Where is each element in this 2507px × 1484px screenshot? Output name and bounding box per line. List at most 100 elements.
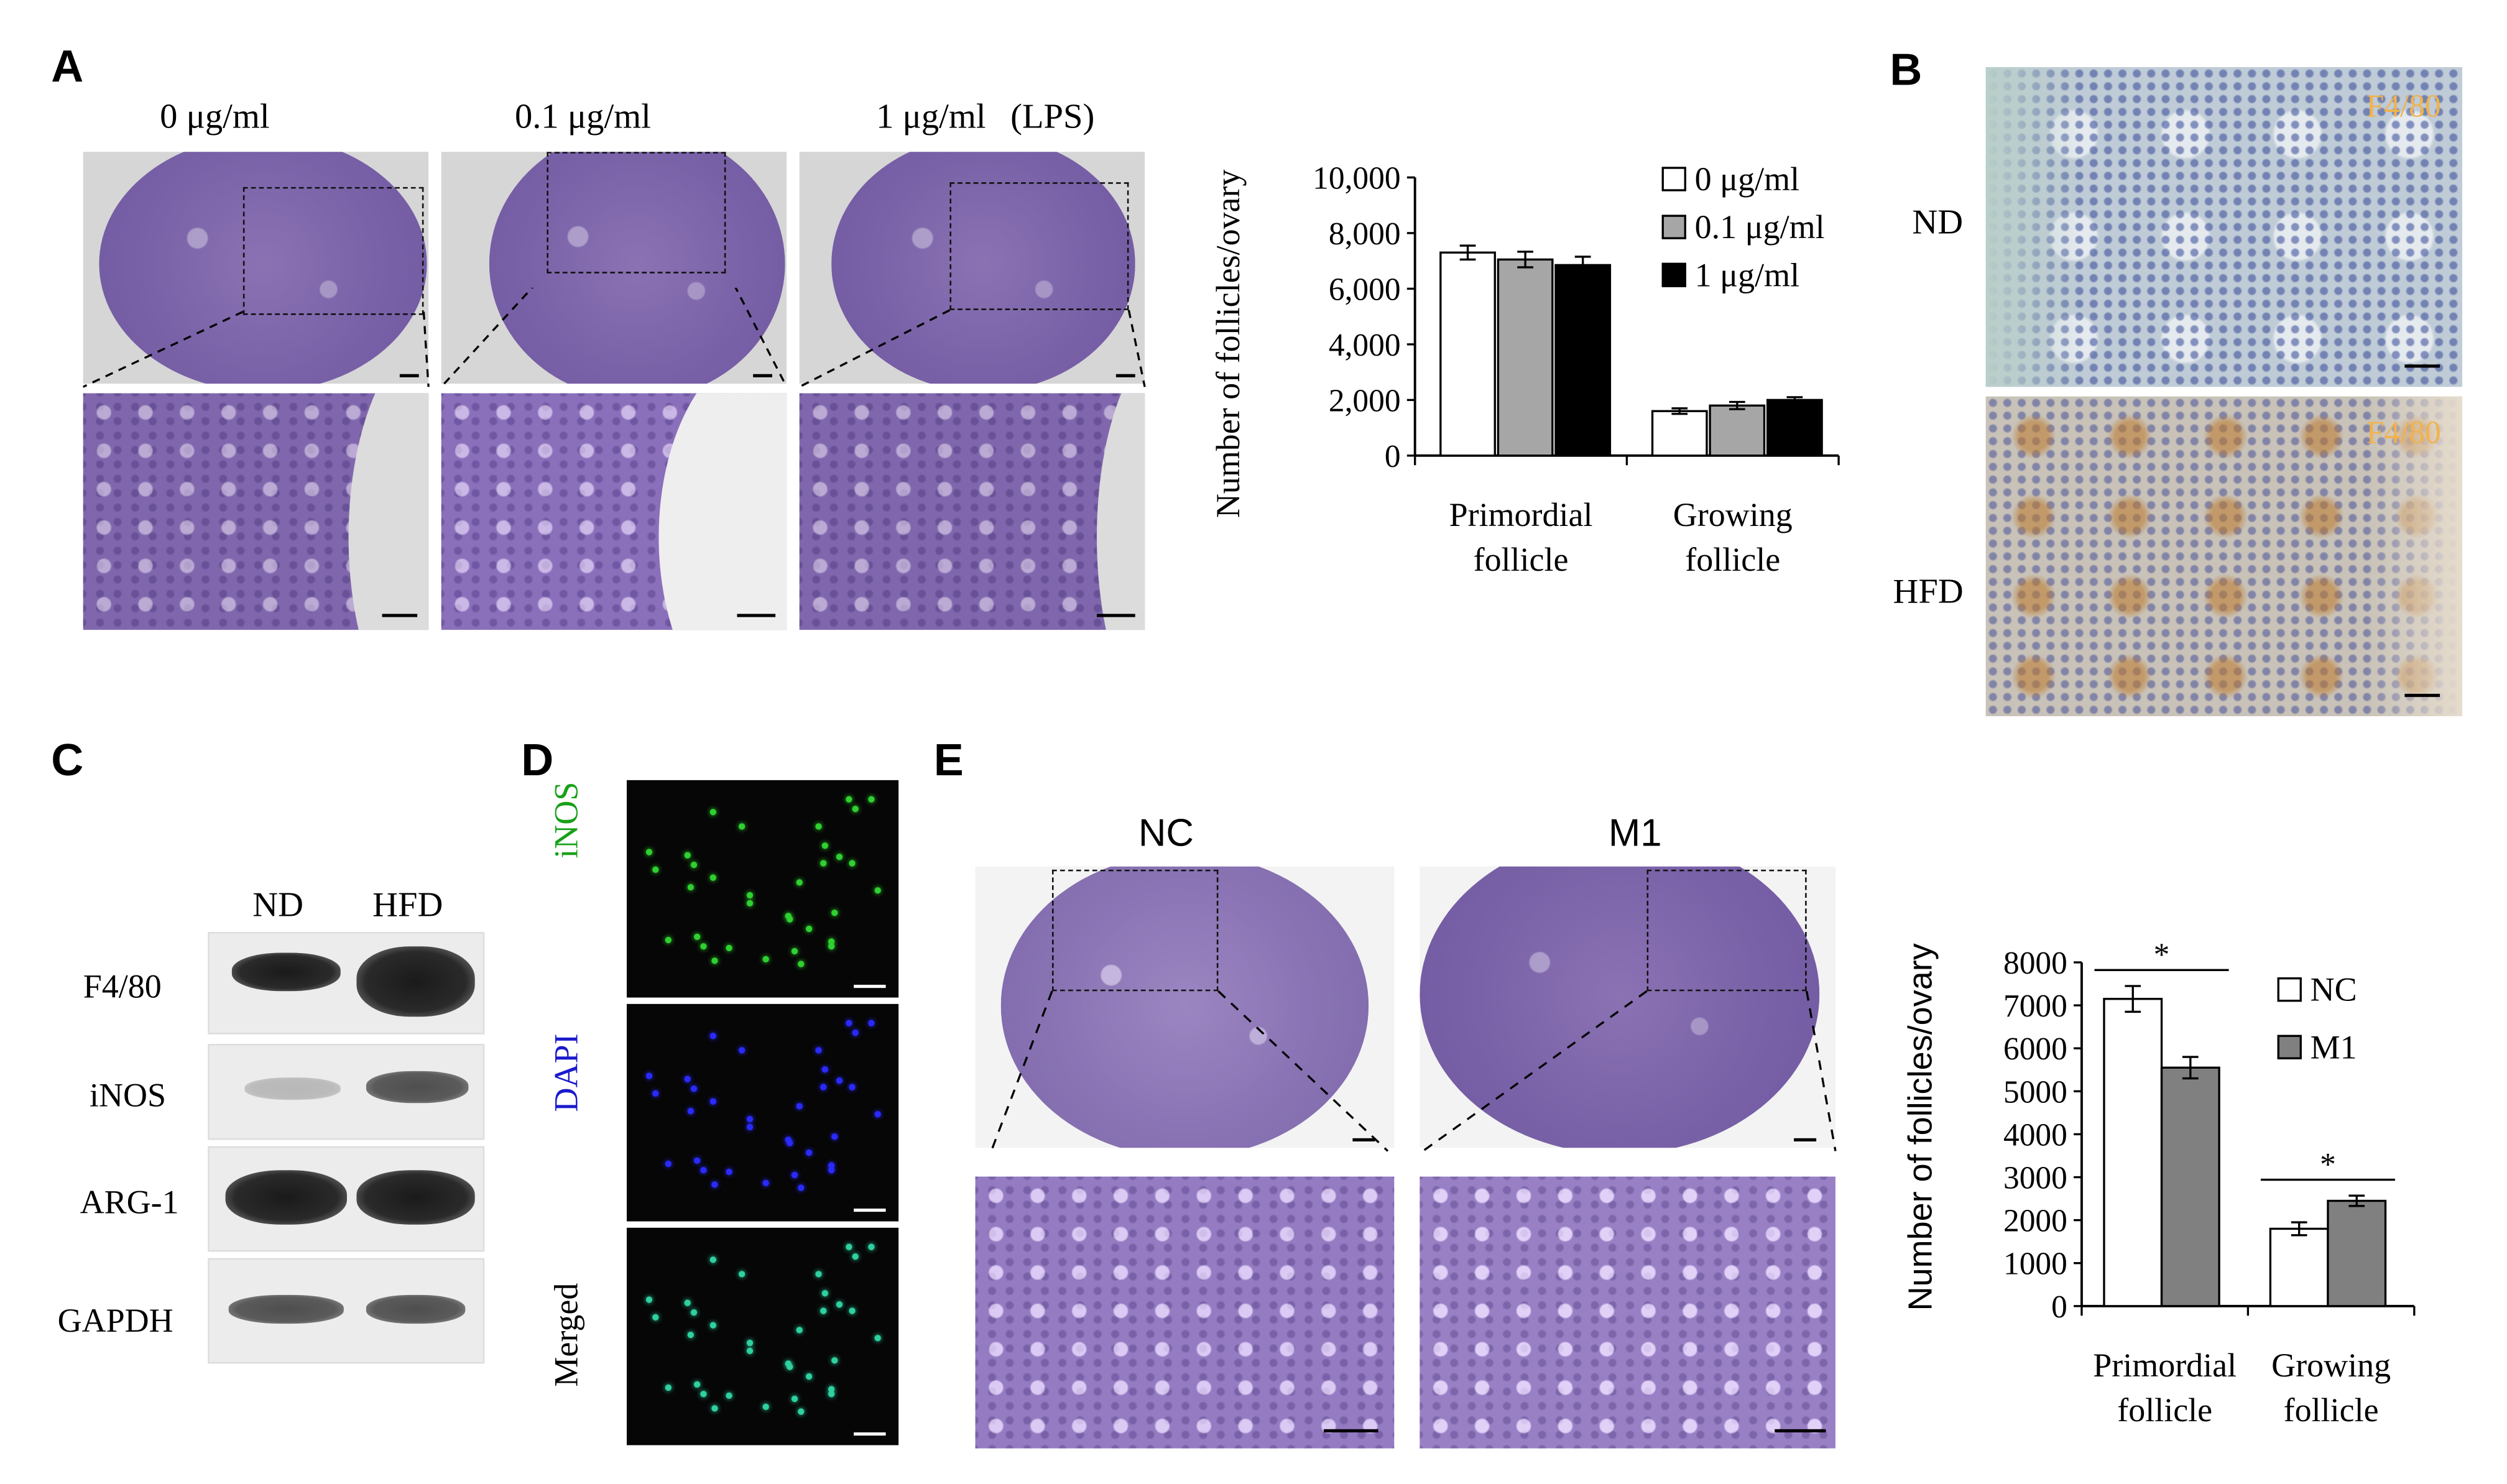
legend-entry: NC xyxy=(2311,971,2357,1008)
nucleus-dot xyxy=(845,1244,852,1251)
bar xyxy=(2103,998,2163,1307)
chart-e: Number of follicles/ovary 0 1000 2000 3000 4… xyxy=(1901,938,2416,1429)
row-label-nd: ND xyxy=(1912,201,1964,242)
fluor-label-merged: Merged xyxy=(547,1283,586,1387)
nucleus-dot xyxy=(798,1408,805,1414)
y-tick-label: 8,000 xyxy=(1329,216,1401,252)
condition-label-2: 1 μg/ml xyxy=(876,96,986,136)
blot-gapdh xyxy=(208,1258,485,1364)
nucleus-dot xyxy=(798,1184,805,1191)
legend-swatch xyxy=(1661,167,1686,191)
nucleus-dot xyxy=(665,1161,672,1168)
fluor-image-dapi xyxy=(626,1003,899,1222)
x-category-label: Primordial xyxy=(1449,496,1593,533)
panel-label-d: D xyxy=(521,735,554,785)
nucleus-dot xyxy=(646,1073,653,1080)
nucleus-dot xyxy=(691,1085,698,1092)
fluor-image-merged xyxy=(626,1227,899,1445)
nucleus-dot xyxy=(685,1075,691,1082)
nucleus-dot xyxy=(693,933,700,939)
nucleus-dot xyxy=(831,910,838,916)
legend-entry: M1 xyxy=(2311,1028,2357,1066)
nucleus-dot xyxy=(700,1390,707,1398)
nucleus-dot xyxy=(646,849,653,856)
nucleus-dot xyxy=(725,1169,732,1176)
condition-label-0: 0 μg/ml xyxy=(160,96,270,136)
nucleus-dot xyxy=(710,1033,718,1040)
nucleus-dot xyxy=(687,1332,694,1339)
nucleus-dot xyxy=(691,1309,698,1316)
nucleus-dot xyxy=(712,1181,719,1187)
nucleus-dot xyxy=(710,809,718,816)
zoom-connectors-e xyxy=(990,990,1837,1152)
nucleus-dot xyxy=(795,1102,802,1110)
nucleus-dot xyxy=(806,1373,813,1380)
blot-col-nd: ND xyxy=(252,883,304,924)
row-label-hfd: HFD xyxy=(1893,570,1964,611)
nucleus-dot xyxy=(710,1099,718,1106)
y-tick-label: 4000 xyxy=(2003,1117,2067,1153)
micrograph-a-2-zoom xyxy=(799,393,1145,630)
nucleus-dot xyxy=(747,1123,754,1130)
nucleus-dot xyxy=(828,1391,834,1398)
nucleus-dot xyxy=(828,943,834,951)
nucleus-dot xyxy=(710,1256,718,1264)
blot-arg1 xyxy=(208,1146,485,1252)
legend-entry: 0.1 μg/ml xyxy=(1695,208,1825,246)
nucleus-dot xyxy=(790,1396,797,1403)
nucleus-dot xyxy=(821,1066,828,1073)
treatment-label: (LPS) xyxy=(1010,96,1095,136)
zoom-connectors-a xyxy=(83,287,1146,388)
legend-swatch xyxy=(1661,262,1686,287)
nucleus-dot xyxy=(821,1289,828,1297)
nucleus-dot xyxy=(685,1299,691,1306)
bar xyxy=(1651,410,1708,457)
micrograph-e-m1-zoom xyxy=(1420,1176,1835,1449)
nucleus-dot xyxy=(739,823,746,830)
nucleus-dot xyxy=(874,1335,880,1342)
nucleus-dot xyxy=(693,1156,700,1163)
panel-label-e: E xyxy=(933,735,964,785)
nucleus-dot xyxy=(821,842,828,849)
nucleus-dot xyxy=(762,1180,770,1187)
legend-entry: 1 μg/ml xyxy=(1695,256,1799,293)
e-col-m1: M1 xyxy=(1608,812,1662,855)
nucleus-dot xyxy=(820,1083,826,1090)
nucleus-dot xyxy=(798,960,805,967)
nucleus-dot xyxy=(828,1167,834,1174)
nucleus-dot xyxy=(747,1347,754,1354)
nucleus-dot xyxy=(831,1133,838,1140)
y-tick-label: 7000 xyxy=(2003,989,2067,1024)
micrograph-a-2-overview xyxy=(799,152,1145,384)
nucleus-dot xyxy=(806,925,813,932)
nucleus-dot xyxy=(712,1404,719,1411)
blot-f480 xyxy=(208,932,485,1035)
nucleus-dot xyxy=(725,1393,732,1400)
nucleus-dot xyxy=(700,1166,707,1174)
x-category-label: follicle xyxy=(1685,541,1780,578)
blot-row-f480: F4/80 xyxy=(83,967,162,1006)
nucleus-dot xyxy=(685,851,691,858)
panel-label-b: B xyxy=(1890,44,1923,94)
y-tick-label: 2000 xyxy=(2003,1204,2067,1239)
y-tick-label: 0 xyxy=(1385,439,1401,474)
micrograph-a-0-overview xyxy=(83,152,429,384)
micrograph-a-1-zoom xyxy=(441,393,787,630)
nucleus-dot xyxy=(712,957,719,964)
nucleus-dot xyxy=(795,1326,802,1334)
legend-swatch xyxy=(1661,214,1686,239)
significance-marker: * xyxy=(2320,1147,2336,1182)
nucleus-dot xyxy=(795,878,802,886)
bar xyxy=(1497,258,1554,457)
nucleus-dot xyxy=(815,1271,822,1278)
nucleus-dot xyxy=(691,861,698,868)
nucleus-dot xyxy=(693,1380,700,1387)
nucleus-dot xyxy=(652,1090,658,1097)
nucleus-dot xyxy=(874,887,880,895)
e-col-nc: NC xyxy=(1138,812,1194,855)
y-tick-label: 8000 xyxy=(2003,946,2067,981)
y-tick-label: 6,000 xyxy=(1329,272,1401,307)
micrograph-e-m1-overview xyxy=(1420,866,1835,1148)
nucleus-dot xyxy=(852,805,859,813)
nucleus-dot xyxy=(646,1297,653,1304)
